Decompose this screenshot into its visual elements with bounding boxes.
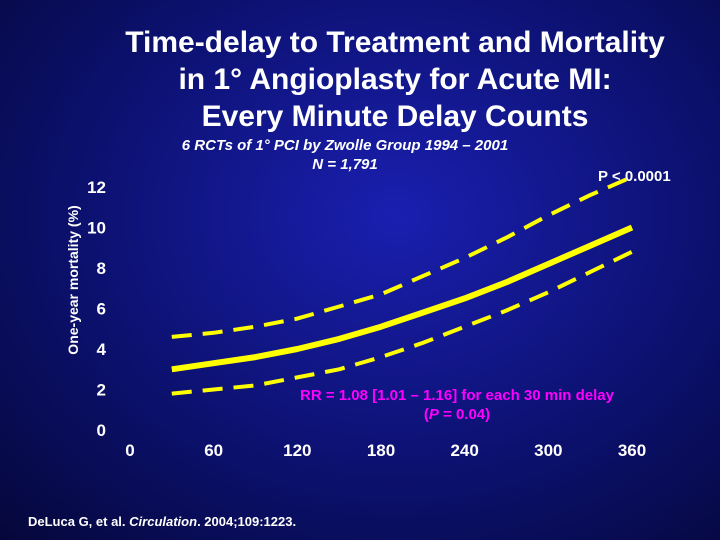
pvalue-rest: = 0.04) <box>438 406 491 423</box>
x-tick-label: 300 <box>534 441 562 460</box>
x-tick-label: 360 <box>618 441 646 460</box>
tick-layer: 0 60 120 180 240 300 360 0 2 4 6 8 10 12 <box>87 178 646 460</box>
y-tick-label: 10 <box>87 219 106 238</box>
citation-author: DeLuca G, et al. <box>28 514 130 529</box>
relative-risk-line: RR = 1.08 [1.01 – 1.16] for each 30 min … <box>300 387 614 404</box>
y-tick-label: 12 <box>87 178 106 197</box>
x-tick-label: 180 <box>367 441 395 460</box>
series-layer <box>171 175 634 396</box>
y-tick-label: 4 <box>97 340 107 359</box>
ci-bound-line-1 <box>171 175 633 339</box>
p-value-label: P < 0.0001 <box>598 168 671 185</box>
relative-risk-annotation: RR = 1.08 [1.01 – 1.16] for each 30 min … <box>262 386 652 424</box>
y-tick-label: 2 <box>97 381 106 400</box>
x-tick-label: 60 <box>204 441 223 460</box>
slide-title: Time-delay to Treatment and Mortality in… <box>125 26 665 133</box>
y-tick-label: 0 <box>97 421 106 440</box>
y-tick-label: 6 <box>97 300 106 319</box>
citation-journal: Circulation <box>129 514 198 529</box>
pvalue-open-paren: ( <box>423 406 429 423</box>
citation: DeLuca G, et al. Circulation. 2004;109:1… <box>28 514 296 529</box>
x-tick-label: 120 <box>283 441 311 460</box>
x-tick-label: 240 <box>450 441 478 460</box>
citation-rest: . 2004;109:1223. <box>197 514 297 529</box>
pvalue-p-letter: P <box>428 406 439 423</box>
ci-bound-line-2 <box>171 249 633 396</box>
x-tick-label: 0 <box>125 441 134 460</box>
relative-risk-pvalue: (P = 0.04) <box>262 405 652 424</box>
y-tick-label: 8 <box>97 259 106 278</box>
mortality-curve-line <box>171 224 634 373</box>
slide-subtitle: 6 RCTs of 1° PCI by Zwolle Group 1994 – … <box>181 137 509 173</box>
